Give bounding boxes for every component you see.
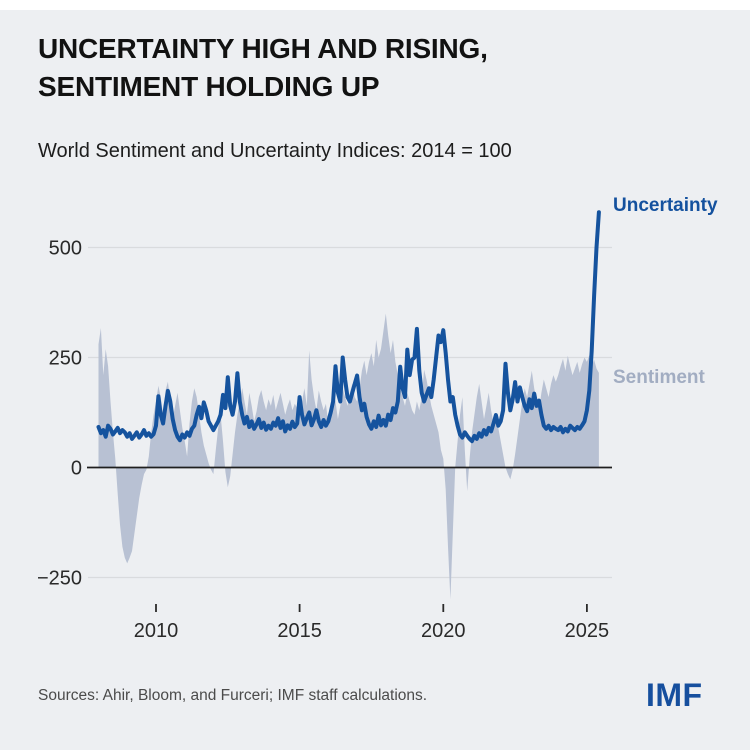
chart-subtitle: World Sentiment and Uncertainty Indices:…	[38, 140, 512, 162]
x-tick-label-2010: 2010	[134, 620, 179, 642]
y-tick-label-250: 250	[49, 348, 82, 370]
y-tick-label--250: −250	[37, 568, 82, 590]
source-note: Sources: Ahir, Bloom, and Furceri; IMF s…	[38, 687, 428, 704]
chart-svg: 500 250 0 −250 2010 2015 2020 2025	[37, 210, 612, 642]
title-line-2: SENTIMENT HOLDING UP	[38, 71, 380, 102]
chart-area: 500 250 0 −250 2010 2015 2020 2025	[0, 180, 750, 650]
x-tick-label-2015: 2015	[277, 620, 322, 642]
y-tick-label-0: 0	[71, 458, 82, 480]
x-tick-label-2025: 2025	[565, 620, 610, 642]
imf-logo: IMF	[646, 677, 703, 713]
title-line-1: UNCERTAINTY HIGH AND RISING,	[38, 33, 488, 64]
page-title: UNCERTAINTY HIGH AND RISING, SENTIMENT H…	[38, 30, 488, 106]
sentiment-series-label: Sentiment	[613, 367, 705, 388]
y-tick-label-500: 500	[49, 238, 82, 260]
top-strip	[0, 0, 750, 10]
uncertainty-series-label: Uncertainty	[613, 195, 718, 216]
x-tick-label-2020: 2020	[421, 620, 466, 642]
uncertainty-line	[96, 210, 601, 444]
sentiment-area	[98, 313, 599, 600]
